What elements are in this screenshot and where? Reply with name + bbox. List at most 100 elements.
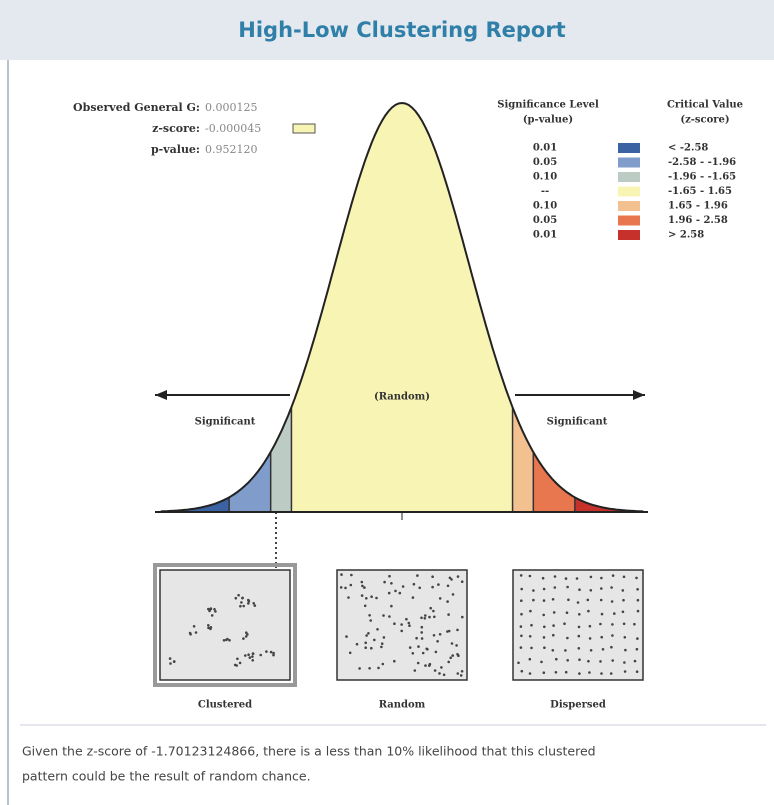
point xyxy=(408,622,411,625)
point xyxy=(589,625,592,628)
point xyxy=(565,577,568,580)
point xyxy=(272,654,275,657)
legend-heading: Significance Level xyxy=(497,100,599,111)
point xyxy=(369,619,372,622)
point xyxy=(388,592,391,595)
point xyxy=(400,630,403,633)
point xyxy=(460,674,463,677)
stat-value: 0.952120 xyxy=(205,143,258,156)
point xyxy=(637,599,640,602)
point xyxy=(457,575,460,578)
legend-p: 0.10 xyxy=(533,201,557,212)
point xyxy=(350,574,353,577)
point xyxy=(553,611,556,614)
point xyxy=(543,646,546,649)
point xyxy=(456,653,459,656)
point xyxy=(529,672,532,675)
point xyxy=(599,623,602,626)
point xyxy=(416,574,419,577)
point xyxy=(532,599,535,602)
point xyxy=(624,636,627,639)
point xyxy=(370,595,373,598)
point xyxy=(590,649,593,652)
point xyxy=(461,580,464,583)
point xyxy=(347,596,350,599)
point xyxy=(542,614,545,617)
point xyxy=(578,588,581,591)
z-color-box xyxy=(293,124,315,133)
point xyxy=(414,669,417,672)
legend-swatch xyxy=(618,216,640,226)
point xyxy=(421,626,424,629)
point xyxy=(368,667,371,670)
point xyxy=(367,632,370,635)
point xyxy=(576,577,579,580)
legend-heading: (z-score) xyxy=(680,115,729,126)
point xyxy=(259,654,262,657)
point xyxy=(552,598,555,601)
point xyxy=(247,599,250,602)
point xyxy=(429,607,432,610)
footer-text: pattern could be the result of random ch… xyxy=(22,769,311,784)
point xyxy=(529,575,532,578)
point xyxy=(563,622,566,625)
point xyxy=(393,622,396,625)
point xyxy=(376,628,379,631)
footer-text: Given the z-score of -1.70123124866, the… xyxy=(22,744,596,759)
point xyxy=(587,599,590,602)
point xyxy=(565,671,568,674)
point xyxy=(600,577,603,580)
point xyxy=(388,575,391,578)
point xyxy=(554,575,557,578)
point xyxy=(344,587,347,590)
point xyxy=(350,584,353,587)
point xyxy=(564,649,567,652)
significant-label: Significant xyxy=(547,417,608,428)
point xyxy=(399,592,402,595)
point xyxy=(578,626,581,629)
point xyxy=(408,624,411,627)
point xyxy=(208,610,211,613)
legend-p: 0.10 xyxy=(533,172,557,183)
point xyxy=(623,576,626,579)
point xyxy=(382,663,385,666)
point xyxy=(223,639,226,642)
point xyxy=(634,660,637,663)
point xyxy=(244,654,247,657)
legend-p: 0.01 xyxy=(533,143,557,154)
point xyxy=(590,576,593,579)
point xyxy=(361,581,364,584)
point xyxy=(635,577,638,580)
point xyxy=(265,650,268,653)
legend-p: 0.05 xyxy=(533,215,557,226)
point xyxy=(543,626,546,629)
point xyxy=(383,581,386,584)
point xyxy=(235,597,238,600)
point xyxy=(361,585,364,588)
point xyxy=(424,617,427,620)
point xyxy=(433,616,436,619)
point xyxy=(577,601,580,604)
legend-range: > 2.58 xyxy=(668,230,704,241)
point xyxy=(413,583,416,586)
point xyxy=(412,596,415,599)
stat-label: z-score: xyxy=(152,122,200,135)
point xyxy=(529,658,532,661)
point xyxy=(530,624,533,627)
point xyxy=(245,631,248,634)
point xyxy=(588,671,591,674)
point xyxy=(394,590,397,593)
point xyxy=(382,614,385,617)
point xyxy=(449,657,452,660)
point xyxy=(235,664,238,667)
point xyxy=(600,636,603,639)
point xyxy=(446,630,449,633)
point xyxy=(424,614,427,617)
point xyxy=(554,586,557,589)
point xyxy=(451,642,454,645)
point xyxy=(456,629,459,632)
point xyxy=(439,633,442,636)
point xyxy=(393,660,396,663)
point xyxy=(252,602,255,605)
legend-swatch xyxy=(618,158,640,168)
